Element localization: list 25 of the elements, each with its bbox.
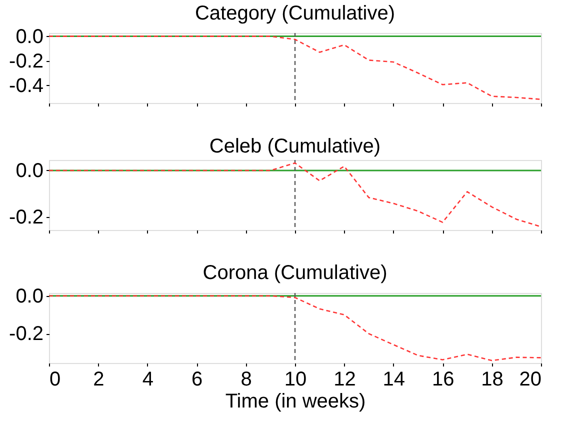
x-tick-label: 18 [481, 368, 504, 390]
x-tick-label: 14 [382, 368, 406, 390]
x-tick-label: 4 [142, 368, 154, 390]
x-tick-label: 8 [240, 368, 252, 390]
chart-title: Celeb (Cumulative) [209, 135, 381, 158]
line-series [48, 36, 542, 100]
y-tick-label: -0.2 [9, 50, 44, 72]
y-tick-label: 0.0 [16, 160, 44, 182]
y-tick-label: -0.2 [9, 323, 44, 346]
y-tick-label: 0.0 [16, 285, 44, 308]
y-tick-label: 0.0 [16, 26, 44, 48]
x-tick-label: 20 [519, 368, 542, 390]
x-tick-label: 12 [334, 368, 356, 390]
x-tick-label: 0 [50, 368, 61, 390]
y-tick-label: -0.4 [9, 74, 44, 97]
x-tick-label: 6 [192, 368, 203, 390]
chart-title: Corona (Cumulative) [202, 262, 388, 284]
chart-title: Category (Cumulative) [194, 2, 396, 24]
line-series [48, 162, 542, 228]
x-axis-title: Time (in weeks) [225, 390, 366, 412]
x-tick-label: 2 [93, 368, 104, 390]
line-series [48, 295, 542, 362]
x-tick-label: 10 [284, 368, 307, 390]
y-tick-label: -0.2 [9, 206, 44, 229]
x-tick-label: 16 [432, 368, 454, 390]
